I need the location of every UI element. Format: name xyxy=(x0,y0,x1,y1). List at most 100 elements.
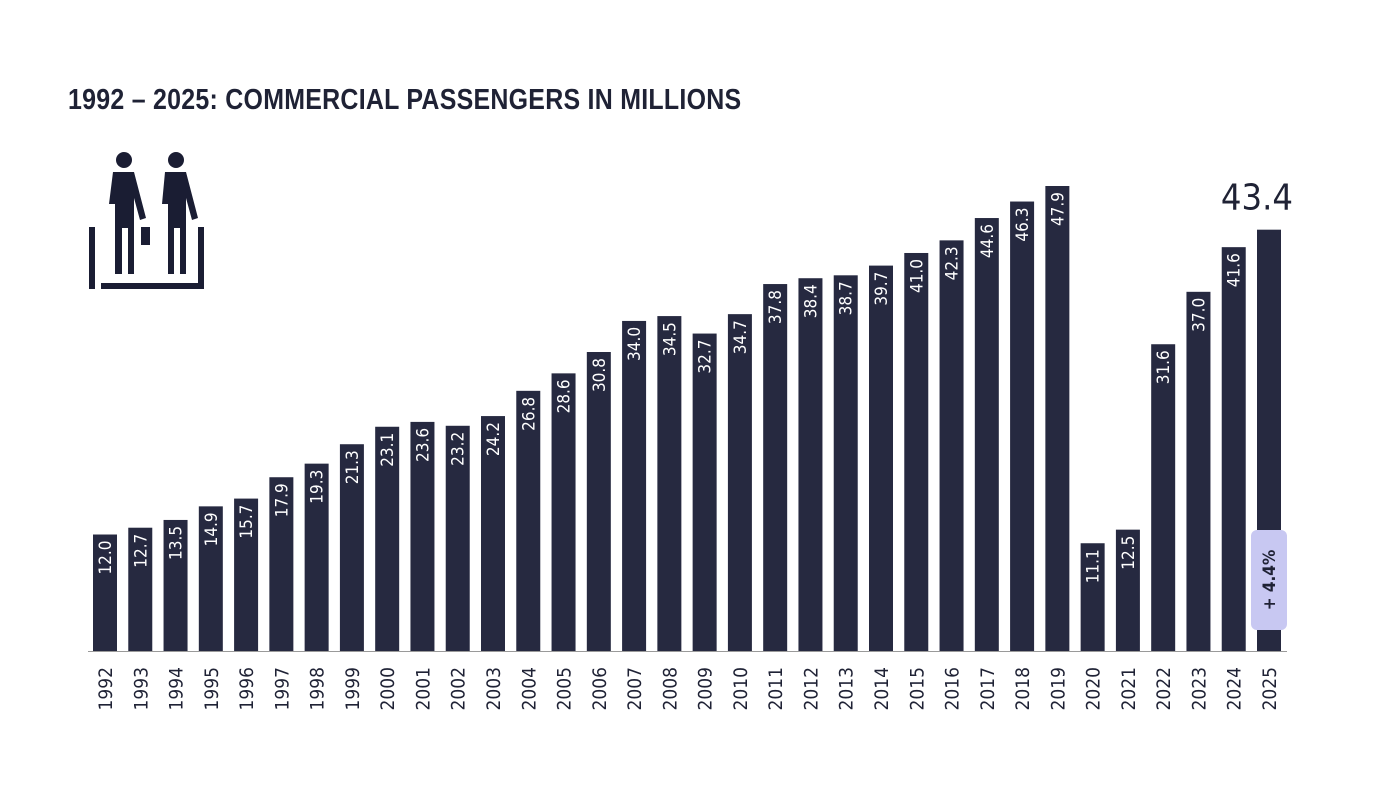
x-tick-label-2009: 2009 xyxy=(695,667,717,711)
bar-2021 xyxy=(1115,529,1140,651)
bar-2004 xyxy=(516,390,541,651)
x-tick-label-2022: 2022 xyxy=(1153,667,1175,711)
chart-title: 1992 – 2025: COMMERCIAL PASSENGERS IN MI… xyxy=(68,84,742,116)
bar-1996 xyxy=(234,498,259,651)
x-tick-label-2025: 2025 xyxy=(1259,667,1281,711)
bar-2008 xyxy=(657,316,682,651)
bar-value-label-1998: 19.3 xyxy=(308,470,328,504)
bar-value-label-2017: 44.6 xyxy=(978,224,998,258)
bar-value-label-2005: 28.6 xyxy=(555,379,575,413)
bar-2010 xyxy=(727,314,752,651)
bar-1993 xyxy=(128,527,153,651)
bar-value-label-1995: 14.9 xyxy=(202,512,222,546)
x-tick-label-1992: 1992 xyxy=(95,667,117,711)
bar-value-label-2007: 34.0 xyxy=(625,327,645,361)
bar-value-label-1994: 13.5 xyxy=(167,526,187,560)
bar-value-label-2016: 42.3 xyxy=(943,246,963,280)
bar-value-label-2001: 23.6 xyxy=(413,428,433,462)
bar-value-label-1992: 12.0 xyxy=(96,541,116,575)
bar-value-label-1996: 15.7 xyxy=(237,505,257,539)
change-badge-label: + 4.4% xyxy=(1260,550,1280,611)
x-tick-label-2008: 2008 xyxy=(659,667,681,711)
bar-value-label-2000: 23.1 xyxy=(378,433,398,467)
x-tick-label-1994: 1994 xyxy=(166,667,188,711)
bar-1997 xyxy=(269,477,294,651)
bar-value-label-2013: 38.7 xyxy=(837,281,857,315)
x-tick-label-2011: 2011 xyxy=(765,667,787,711)
x-tick-label-2007: 2007 xyxy=(624,667,646,711)
bar-2006 xyxy=(586,352,611,651)
x-tick-label-1998: 1998 xyxy=(307,667,329,711)
x-tick-label-1996: 1996 xyxy=(236,667,258,711)
x-tick-label-2002: 2002 xyxy=(448,667,470,711)
bar-1992 xyxy=(93,534,117,651)
bar-2009 xyxy=(692,333,717,651)
bar-value-label-2015: 41.0 xyxy=(907,259,927,293)
x-tick-label-2016: 2016 xyxy=(942,667,964,711)
x-tick-label-2014: 2014 xyxy=(871,667,893,711)
bar-value-label-2012: 38.4 xyxy=(801,284,821,318)
x-tick-label-2004: 2004 xyxy=(518,667,540,711)
x-tick-label-2000: 2000 xyxy=(377,667,399,711)
x-tick-label-2019: 2019 xyxy=(1047,667,1069,711)
bar-2016 xyxy=(939,240,964,651)
bar-value-label-2006: 30.8 xyxy=(590,358,610,392)
bar-2022 xyxy=(1151,344,1176,651)
bar-2014 xyxy=(869,265,893,651)
bar-1999 xyxy=(339,444,364,651)
bar-2017 xyxy=(974,218,999,651)
bar-value-label-2002: 23.2 xyxy=(449,432,469,466)
bar-value-label-2022: 31.6 xyxy=(1154,350,1174,384)
bar-value-label-1993: 12.7 xyxy=(131,534,151,568)
bar-value-label-2014: 39.7 xyxy=(872,272,892,306)
bar-1995 xyxy=(198,506,223,651)
bar-value-label-2024: 41.6 xyxy=(1225,253,1245,287)
bar-2013 xyxy=(833,275,858,651)
bar-value-label-2021: 12.5 xyxy=(1119,536,1139,570)
x-tick-label-2023: 2023 xyxy=(1188,667,1210,711)
bar-2002 xyxy=(445,425,470,651)
bar-2005 xyxy=(551,373,576,651)
x-tick-label-2021: 2021 xyxy=(1118,667,1140,711)
x-tick-label-1993: 1993 xyxy=(130,667,152,711)
x-tick-label-2012: 2012 xyxy=(800,667,822,711)
bar-value-label-2020: 11.1 xyxy=(1084,549,1104,583)
bar-2024 xyxy=(1221,247,1246,651)
x-tick-label-2017: 2017 xyxy=(977,667,999,711)
bar-2018 xyxy=(1010,201,1035,652)
bar-2011 xyxy=(763,284,788,651)
highlight-value-label: 43.4 xyxy=(1221,178,1293,219)
x-tick-label-1995: 1995 xyxy=(201,667,223,711)
bar-2003 xyxy=(481,416,505,651)
x-tick-label-2010: 2010 xyxy=(730,667,752,711)
x-tick-label-2024: 2024 xyxy=(1224,667,1246,711)
x-tick-label-1997: 1997 xyxy=(271,667,293,711)
x-tick-label-2001: 2001 xyxy=(412,667,434,711)
x-tick-label-2018: 2018 xyxy=(1012,667,1034,711)
bar-value-label-2009: 32.7 xyxy=(696,340,716,374)
bar-value-label-2008: 34.5 xyxy=(660,322,680,356)
bar-2000 xyxy=(375,426,400,651)
bar-value-label-1999: 21.3 xyxy=(343,450,363,484)
bar-value-label-2010: 34.7 xyxy=(731,320,751,354)
bar-value-label-2004: 26.8 xyxy=(519,397,539,431)
bar-2007 xyxy=(622,320,647,651)
bar-2012 xyxy=(798,278,823,651)
bar-value-label-2019: 47.9 xyxy=(1048,192,1068,226)
x-tick-label-2020: 2020 xyxy=(1083,667,1105,711)
bar-value-label-2023: 37.0 xyxy=(1189,298,1209,332)
bar-2001 xyxy=(410,421,435,651)
bar-2019 xyxy=(1045,186,1070,651)
bar-value-label-1997: 17.9 xyxy=(272,483,292,517)
bar-1994 xyxy=(163,519,188,651)
bar-2020 xyxy=(1080,543,1105,651)
change-badge xyxy=(1251,530,1287,630)
bar-value-label-2011: 37.8 xyxy=(766,290,786,324)
x-tick-label-1999: 1999 xyxy=(342,667,364,711)
x-tick-label-2015: 2015 xyxy=(906,667,928,711)
x-tick-label-2006: 2006 xyxy=(589,667,611,711)
bar-2023 xyxy=(1186,291,1211,651)
bar-value-label-2003: 24.2 xyxy=(484,422,504,456)
bar-2015 xyxy=(904,252,929,652)
